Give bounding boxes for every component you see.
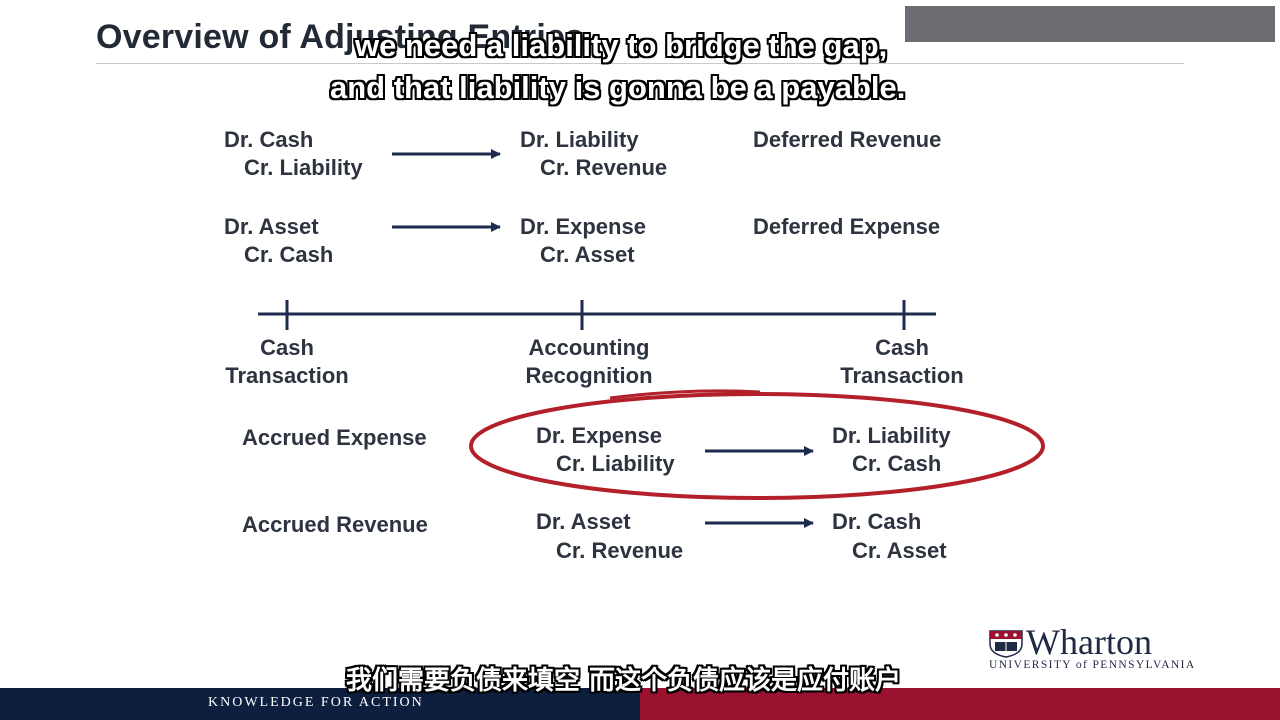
deferred-revenue-start-dr: Dr. Cash [224, 127, 314, 152]
red-highlight-overlap [609, 389, 761, 400]
wharton-logo-wordmark: Wharton [1026, 622, 1152, 662]
accrued-revenue-start-cr: Cr. Revenue [556, 538, 684, 563]
wharton-logo-university: UNIVERSITY of PENNSYLVANIA [989, 659, 1196, 671]
accrued-expense-end-cr: Cr. Cash [852, 451, 942, 476]
slide-title: Overview of Adjusting Entries [96, 18, 585, 56]
accrued-expense-start-cr: Cr. Liability [556, 451, 675, 476]
timeline-right-line2: Transaction [840, 363, 964, 388]
accrued-revenue-end-cr: Cr. Asset [852, 538, 947, 563]
red-highlight-circle [469, 392, 1045, 500]
subtitle-english-line1: we need a liability to bridge the gap, [355, 28, 888, 63]
timeline-right-line1: Cash [875, 335, 929, 360]
timeline-left-line1: Cash [260, 335, 314, 360]
title-divider [96, 63, 1184, 64]
deferred-revenue-start-cr: Cr. Liability [244, 155, 363, 180]
deferred-expense-start-dr: Dr. Asset [224, 214, 319, 239]
accrued-revenue-end-dr: Dr. Cash [832, 509, 922, 534]
deferred-revenue-end-dr: Dr. Liability [520, 127, 639, 152]
deferred-expense-end-cr: Cr. Asset [540, 242, 635, 267]
subtitle-english-line2: and that liability is gonna be a payable… [330, 70, 906, 105]
timeline-left-line2: Transaction [225, 363, 349, 388]
timeline-mid-line1: Accounting [528, 335, 650, 360]
deferred-expense-start-cr: Cr. Cash [244, 242, 334, 267]
accrued-revenue-start-dr: Dr. Asset [536, 509, 631, 534]
deferred-revenue-label: Deferred Revenue [753, 127, 942, 152]
wharton-shield-icon [989, 630, 1023, 658]
accrued-expense-label: Accrued Expense [242, 425, 427, 450]
footer-tagline: KNOWLEDGE FOR ACTION [208, 695, 424, 710]
footer-navy-band [0, 688, 640, 720]
subtitle-chinese: 我们需要负债来填空 而这个负债应该是应付账户 [346, 666, 902, 696]
accrued-expense-end-dr: Dr. Liability [832, 423, 951, 448]
accrued-revenue-label: Accrued Revenue [242, 512, 428, 537]
deferred-expense-end-dr: Dr. Expense [520, 214, 646, 239]
video-overlay-bar [905, 6, 1275, 42]
timeline-mid-line2: Recognition [525, 363, 653, 388]
deferred-revenue-end-cr: Cr. Revenue [540, 155, 668, 180]
deferred-expense-label: Deferred Expense [753, 214, 941, 239]
accrued-expense-start-dr: Dr. Expense [536, 423, 662, 448]
footer-red-band [640, 688, 1280, 720]
